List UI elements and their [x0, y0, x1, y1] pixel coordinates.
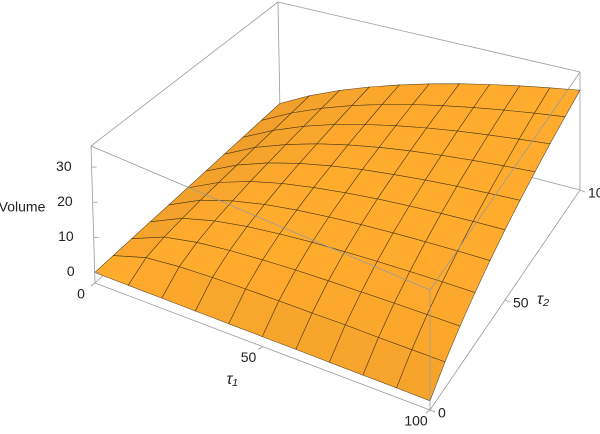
- surface-patch: [396, 349, 446, 402]
- z-tick-label: 0: [67, 263, 75, 279]
- z-tick-label: 10: [58, 228, 74, 244]
- y-tick: [579, 189, 586, 193]
- box-edge: [90, 145, 96, 284]
- y-tick: [504, 299, 511, 303]
- x-tick-label: 50: [241, 349, 257, 365]
- box-front: [90, 71, 586, 414]
- z-tick-label: 20: [57, 193, 73, 209]
- y-tick-label: 100: [588, 185, 600, 201]
- box-edge: [429, 71, 581, 291]
- y-axis-label: τ₂: [537, 291, 549, 308]
- box-edge: [90, 1, 279, 147]
- x-tick: [90, 282, 96, 287]
- z-axis-label: Volume: [0, 199, 46, 215]
- box-edge: [277, 1, 281, 113]
- y-tick-label: 0: [438, 405, 446, 421]
- x-axis-label: τ₁: [226, 371, 237, 388]
- surface: [94, 83, 581, 402]
- x-tick-label: 0: [77, 286, 85, 302]
- x-tick: [425, 409, 431, 414]
- box-edge: [90, 145, 431, 291]
- x-tick-label: 100: [404, 413, 428, 429]
- y-tick: [429, 409, 436, 413]
- y-tick-label: 50: [513, 295, 529, 311]
- x-tick: [258, 346, 263, 350]
- box-edge: [277, 1, 581, 73]
- labels: Volume τ₁ τ₂ 0 50 100 0 50 100 0 10 20 30: [0, 158, 600, 429]
- z-tick-label: 30: [56, 158, 72, 174]
